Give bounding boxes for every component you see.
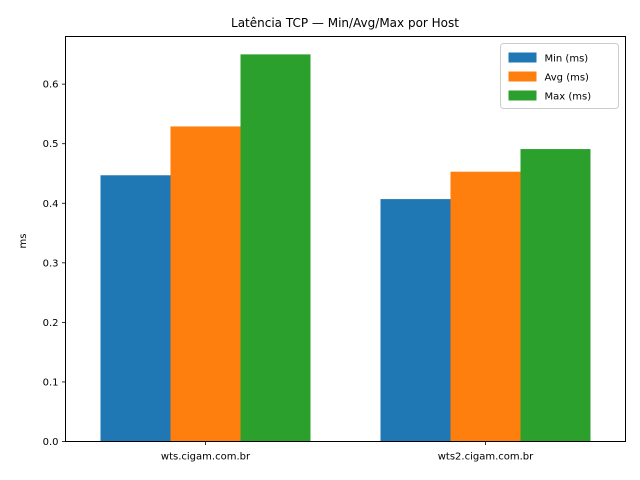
legend-label: Avg (ms) xyxy=(545,73,590,84)
bar-0-1 xyxy=(380,199,451,442)
legend-swatch xyxy=(508,71,537,82)
y-axis-ticks: 0.0 0.1 0.2 0.3 0.4 0.5 0.6 xyxy=(43,80,66,448)
x-tick-label: wts2.cigam.com.br xyxy=(438,452,534,463)
y-tick-label: 0.2 xyxy=(43,318,59,329)
x-axis-ticks: wts.cigam.com.br wts2.cigam.com.br xyxy=(161,441,534,463)
legend-label: Min (ms) xyxy=(545,54,589,65)
plot-frame xyxy=(65,36,626,442)
bar-1-1 xyxy=(450,171,521,442)
y-tick-label: 0.1 xyxy=(43,377,59,388)
legend-label: Max (ms) xyxy=(545,92,592,103)
y-tick-label: 0.5 xyxy=(43,139,59,150)
bar-1-0 xyxy=(170,126,241,442)
bar-2-1 xyxy=(520,149,591,442)
y-tick-label: 0.3 xyxy=(43,258,59,269)
y-axis-label: ms xyxy=(18,234,29,249)
bar-0-0 xyxy=(100,175,171,442)
y-tick-label: 0.6 xyxy=(43,80,59,91)
bar-2-0 xyxy=(240,54,311,442)
bars-group xyxy=(100,54,591,442)
legend-swatch xyxy=(508,90,537,101)
y-tick-label: 0.0 xyxy=(43,437,59,448)
x-tick-label: wts.cigam.com.br xyxy=(161,452,251,463)
y-tick-label: 0.4 xyxy=(43,199,59,210)
legend-swatch xyxy=(508,52,537,63)
chart-title: Latência TCP — Min/Avg/Max por Host xyxy=(231,16,459,30)
legend: Min (ms) Avg (ms) Max (ms) xyxy=(500,43,619,109)
